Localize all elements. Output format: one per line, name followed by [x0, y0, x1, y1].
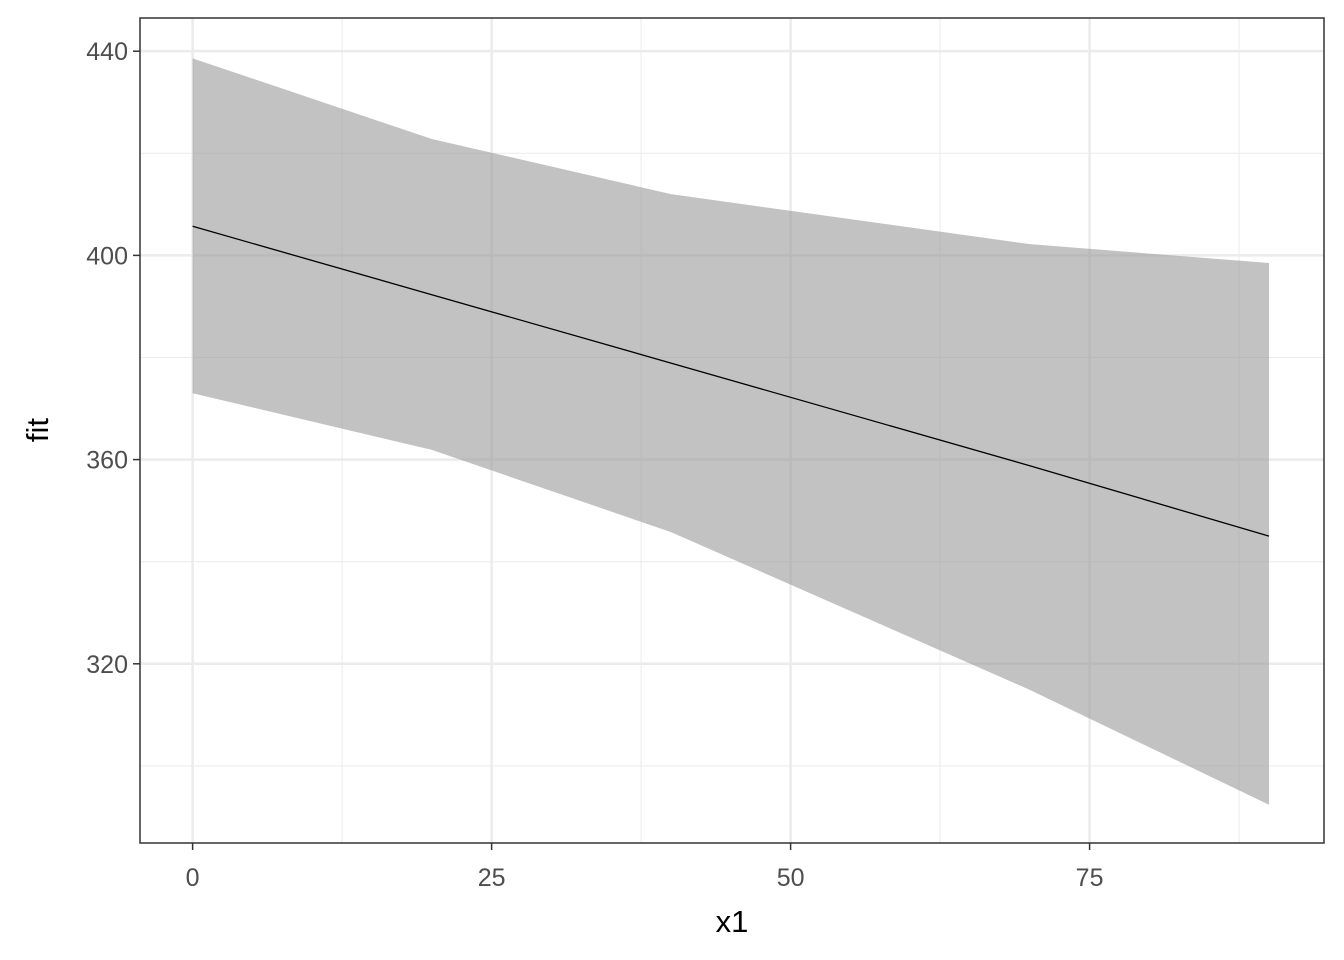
x-tick-label: 0 [186, 864, 200, 892]
y-axis-title: fit [20, 418, 55, 443]
x-tick-label: 25 [478, 864, 506, 892]
y-tick-label: 440 [86, 38, 128, 66]
axes: 0 25 50 75 320 360 400 440 [86, 38, 1103, 892]
y-tick-label: 360 [86, 447, 128, 475]
panel-border [139, 17, 1325, 844]
x-tick-label: 75 [1076, 864, 1104, 892]
confidence-band [192, 58, 1269, 805]
x-tick-label: 50 [777, 864, 805, 892]
y-tick-label: 400 [86, 242, 128, 270]
y-tick-label: 320 [86, 651, 128, 679]
fit-line [192, 225, 1270, 537]
x-axis-title: x1 [716, 904, 749, 939]
